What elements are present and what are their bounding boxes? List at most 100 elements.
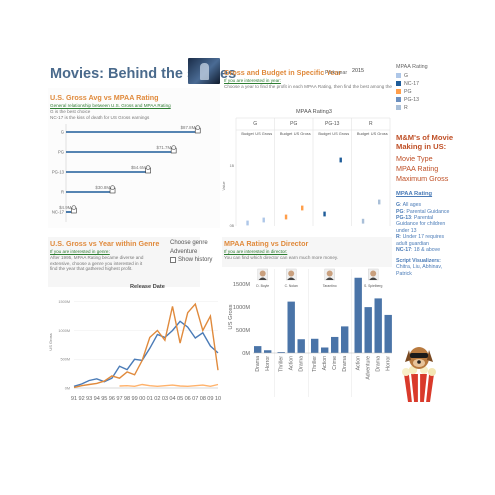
year-x-tick: 96 <box>109 396 115 402</box>
gross-point <box>301 205 304 211</box>
legend-swatch <box>396 96 401 102</box>
portrait-shoulders <box>325 277 334 280</box>
year-x-tick: 06 <box>185 396 191 402</box>
year-x-tick: 95 <box>101 396 107 402</box>
gross-rating-category: PG-13 <box>52 170 65 175</box>
portrait-shoulders <box>369 277 378 280</box>
legend-swatch <box>396 80 401 86</box>
director-title: MPAA Rating vs Director <box>224 239 309 248</box>
credits-label: Script Visualizers: <box>396 258 441 265</box>
mpaa-rating-link[interactable]: MPAA Rating <box>396 191 433 198</box>
legend-item-4[interactable]: R <box>396 104 456 112</box>
portrait-shoulders <box>287 277 296 280</box>
budget-col-label: Budget <box>357 131 370 136</box>
dollar-mark <box>323 211 326 217</box>
year-x-tick: 07 <box>192 396 198 402</box>
legend-item-0[interactable]: G <box>396 72 456 80</box>
year-genre-subtitle[interactable]: If you are interested in genre: <box>50 249 110 254</box>
budget-col-label: Budget <box>318 131 331 136</box>
rating-text: : All ages <box>400 202 422 209</box>
director-bar <box>321 347 329 353</box>
gross-rating-value-label: $71.7M <box>157 145 172 150</box>
year-x-tick: 99 <box>132 396 138 402</box>
year-x-tick: 97 <box>116 396 122 402</box>
year-series-line <box>119 383 219 388</box>
year-x-tick: 09 <box>207 396 213 402</box>
director-bar <box>364 307 372 353</box>
legend-label: G <box>404 73 409 79</box>
director-genre-label: Drama <box>376 356 382 372</box>
director-portrait <box>285 268 297 281</box>
rating-code: R <box>396 234 400 241</box>
budget-point <box>323 211 326 217</box>
rating-code: PG <box>396 208 404 215</box>
director-genre-label: Action <box>322 356 328 371</box>
year-x-tick: 08 <box>200 396 206 402</box>
year-series-line <box>73 320 219 387</box>
director-chart: US Gross 1500M 1000M 500M 0M D. Boyle Drama Hor… <box>228 268 392 397</box>
director-y-axis-label: US Gross <box>228 304 234 329</box>
show-history-checkbox[interactable] <box>170 257 176 263</box>
popcorn-top <box>195 125 200 130</box>
legend-item-3[interactable]: PG-13 <box>396 96 456 104</box>
budget-point <box>361 218 365 224</box>
year-x-tick: 02 <box>154 396 160 402</box>
portrait-face <box>370 270 377 277</box>
budget-subtitle[interactable]: If you are interested in year: <box>224 78 281 83</box>
director-bar <box>354 277 362 353</box>
legend-swatch <box>396 88 401 94</box>
year-x-tick: 98 <box>124 396 130 402</box>
year-y-tick: 1500M <box>58 300 70 304</box>
director-y-tick: 1000M <box>233 305 250 311</box>
director-genre-label: Horror <box>265 356 271 371</box>
mm-item-2: MPAA Rating <box>396 164 439 174</box>
popcorn-icon <box>194 125 201 134</box>
budget-col-label: Budget <box>280 131 293 136</box>
year-series-line <box>73 302 219 389</box>
gross-rating-subtitle[interactable]: General relationship between U.S. Gross … <box>50 103 171 108</box>
director-name: C. Nolan <box>285 284 298 288</box>
gross-rating-note-1: G is the best choice <box>50 109 91 114</box>
rating-legend: MPAA Rating G NC-17 PG PG-13 R <box>396 64 456 112</box>
year-genre-title: U.S. Gross vs Year within Genre <box>50 239 160 248</box>
director-name: Tarantino <box>323 284 337 288</box>
director-bar <box>287 301 295 353</box>
budget-col-label: US Gross <box>332 131 349 136</box>
director-bar <box>384 314 392 353</box>
mm-title: M&M's of Movie Making in US: <box>396 133 454 151</box>
director-bar <box>311 338 319 353</box>
legend-label: PG <box>404 89 412 95</box>
budget-description: Choose a year to find the profit in each… <box>224 84 392 89</box>
director-subtitle[interactable]: If you are interested in director: <box>224 249 288 254</box>
director-bar <box>264 350 272 353</box>
legend-title: MPAA Rating <box>396 64 428 70</box>
budget-point <box>246 220 249 226</box>
genre-select[interactable]: Adventure <box>170 249 198 255</box>
legend-swatch <box>396 72 401 78</box>
director-genre-label: Horror <box>386 356 392 371</box>
legend-item-1[interactable]: NC-17 <box>396 80 456 88</box>
popcorn-icon <box>145 165 151 174</box>
popcorn-dog-mascot <box>402 347 436 403</box>
pick-year-input[interactable]: 2015 <box>352 68 364 74</box>
director-portrait <box>257 268 268 281</box>
budget-panel: Gross and Budget in Specific Year If you… <box>222 64 392 229</box>
budget-y-tick: 1B <box>230 164 235 168</box>
year-x-tick: 10 <box>215 396 221 402</box>
budget-col-label: US Gross <box>255 131 272 136</box>
popcorn-icon <box>170 145 177 154</box>
budget-point <box>284 214 288 220</box>
popcorn-top <box>71 205 77 210</box>
dollar-mark <box>378 199 381 205</box>
gross-rating-value-label: $4.9M <box>59 205 72 210</box>
year-y-axis-label: US Gross <box>48 333 53 350</box>
rating-code: PG-13 <box>396 215 411 221</box>
director-panel: MPAA Rating vs Director If you are inter… <box>222 237 392 267</box>
director-genre-label: Thriller <box>312 356 318 372</box>
release-date-title: Release Date <box>130 284 165 290</box>
director-genre-label: Action <box>289 356 295 371</box>
year-x-tick: 93 <box>86 396 92 402</box>
legend-item-2[interactable]: PG <box>396 88 456 96</box>
gross-rating-value-label: $30.8M <box>95 185 110 190</box>
